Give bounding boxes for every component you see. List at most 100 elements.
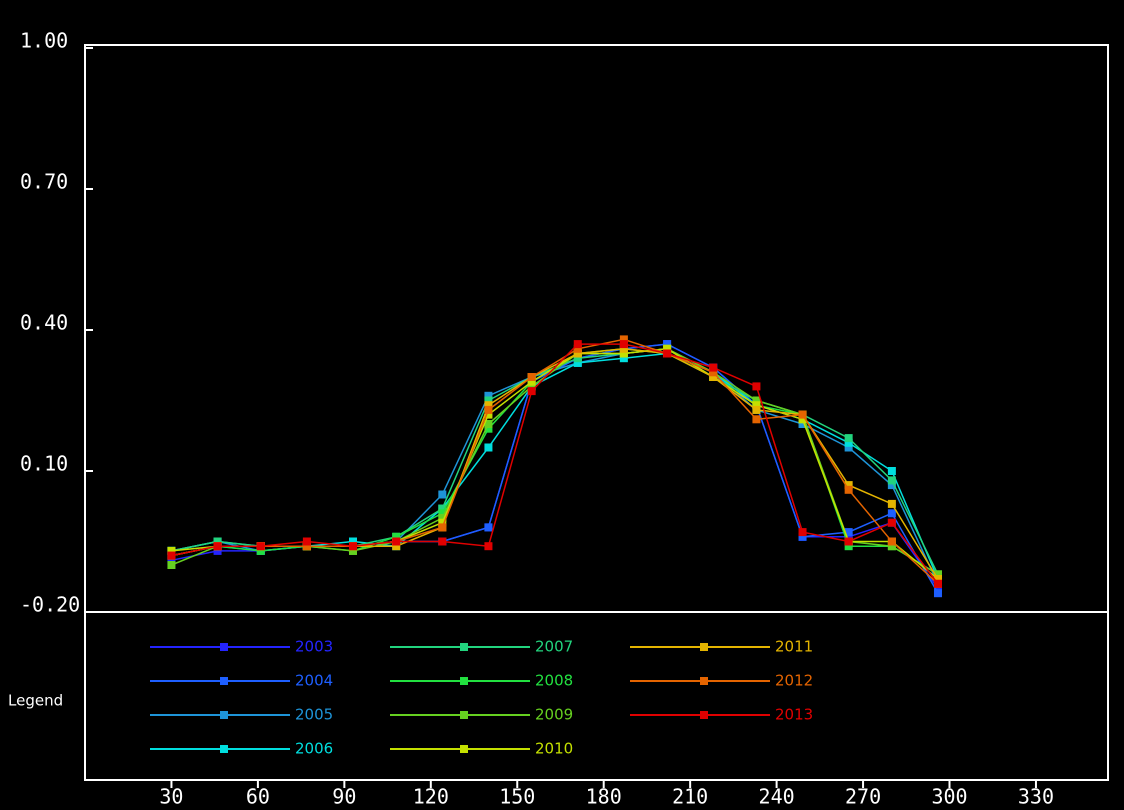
- data-point: [752, 396, 761, 405]
- data-point: [213, 542, 222, 551]
- data-point: [484, 443, 493, 452]
- data-point: [844, 443, 853, 452]
- data-point: [392, 532, 401, 541]
- data-point: [798, 528, 807, 537]
- series-line: [171, 343, 939, 585]
- data-point: [213, 537, 222, 546]
- data-point: [438, 504, 447, 513]
- data-point: [484, 523, 493, 532]
- data-point: [348, 542, 357, 551]
- legend-label: 2006: [295, 740, 333, 758]
- data-point: [484, 410, 493, 419]
- data-point: [844, 485, 853, 494]
- data-point: [887, 476, 896, 485]
- x-tick-label: 150: [499, 785, 535, 809]
- y-tick-label: 0.40: [20, 311, 68, 335]
- data-point: [256, 546, 265, 555]
- data-point: [438, 490, 447, 499]
- data-point: [619, 344, 628, 353]
- x-tick-label: 60: [246, 785, 270, 809]
- data-point: [887, 467, 896, 475]
- legend-label: 2005: [295, 706, 333, 724]
- data-point: [619, 340, 628, 349]
- legend-frame: [84, 611, 1109, 781]
- data-point: [933, 589, 942, 598]
- legend-label: 2003: [295, 638, 333, 656]
- data-point: [933, 570, 942, 579]
- data-point: [573, 344, 582, 353]
- data-point: [709, 373, 718, 381]
- data-point: [484, 542, 493, 551]
- data-point: [663, 344, 672, 353]
- data-point: [167, 551, 176, 560]
- data-point: [484, 424, 493, 433]
- legend-label: 2008: [535, 672, 573, 690]
- legend-label: 2007: [535, 638, 573, 656]
- data-point: [887, 518, 896, 527]
- data-point: [302, 537, 311, 546]
- x-tick-label: 180: [586, 785, 622, 809]
- data-point: [256, 542, 265, 551]
- data-point: [887, 509, 896, 518]
- legend-label: 2009: [535, 706, 573, 724]
- y-tick-label: -0.20: [20, 593, 80, 617]
- data-point: [438, 537, 447, 546]
- series-line: [171, 338, 939, 585]
- data-point: [752, 382, 761, 391]
- x-tick-label: 270: [845, 785, 881, 809]
- data-point: [844, 481, 853, 490]
- data-point: [438, 514, 447, 522]
- data-point: [213, 546, 222, 555]
- data-point: [887, 481, 896, 490]
- data-point: [619, 354, 628, 363]
- x-tick-label: 210: [672, 785, 708, 809]
- data-point: [527, 387, 536, 396]
- data-point: [167, 556, 176, 565]
- data-point: [663, 340, 672, 349]
- legend-label: 2004: [295, 672, 333, 690]
- legend-marker: [460, 643, 468, 651]
- data-point: [302, 542, 311, 551]
- legend-marker: [220, 711, 228, 719]
- data-point: [844, 532, 853, 541]
- legend-marker: [700, 711, 708, 719]
- data-point: [752, 401, 761, 410]
- data-point: [573, 354, 582, 363]
- legend-marker: [700, 677, 708, 685]
- legend-marker: [220, 677, 228, 685]
- data-point: [438, 523, 447, 532]
- data-point: [619, 335, 628, 344]
- data-point: [573, 358, 582, 367]
- data-point: [392, 537, 401, 546]
- data-point: [527, 373, 536, 381]
- data-point: [484, 391, 493, 400]
- data-point: [484, 420, 493, 428]
- y-tick-label: 0.70: [20, 170, 68, 194]
- data-point: [933, 579, 942, 588]
- data-point: [392, 542, 401, 551]
- data-point: [752, 415, 761, 424]
- data-point: [933, 584, 942, 593]
- data-point: [844, 542, 853, 551]
- legend-label: 2013: [775, 706, 813, 724]
- legend-marker: [460, 711, 468, 719]
- data-point: [844, 438, 853, 447]
- data-point: [438, 518, 447, 527]
- data-point: [167, 561, 176, 569]
- data-point: [527, 382, 536, 391]
- legend-marker: [460, 677, 468, 685]
- data-point: [798, 410, 807, 419]
- data-point: [484, 401, 493, 410]
- data-point: [438, 509, 447, 518]
- legend-marker: [220, 745, 228, 753]
- data-point: [619, 349, 628, 358]
- data-point: [844, 434, 853, 443]
- data-point: [484, 405, 493, 414]
- data-point: [573, 340, 582, 349]
- legend-label: 2011: [775, 638, 813, 656]
- data-point: [887, 499, 896, 508]
- data-point: [484, 396, 493, 405]
